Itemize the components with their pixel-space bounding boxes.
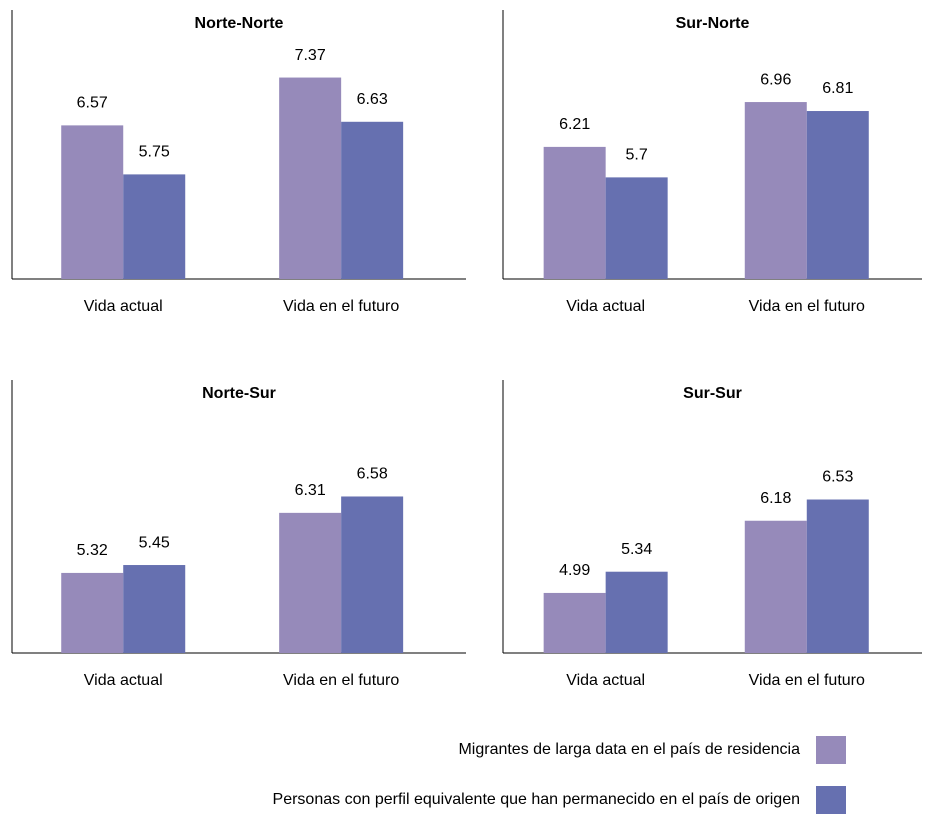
legend-label: Personas con perfil equivalente que han … [273,791,800,808]
value-label: 5.34 [621,541,652,558]
panel-title: Sur-Sur [683,385,742,402]
legend-swatch [816,786,846,814]
bar [543,592,606,653]
bar [341,121,404,279]
value-label: 6.58 [357,466,388,483]
value-label: 6.31 [295,482,326,499]
value-label: 6.96 [760,71,791,88]
bar [123,174,186,279]
value-label: 6.57 [77,95,108,112]
panel-title: Sur-Norte [676,15,750,32]
bar [806,499,869,653]
value-label: 6.53 [822,469,853,486]
bar [279,77,342,279]
x-tick-label: Vida en el futuro [749,672,865,689]
legend-label: Migrantes de larga data en el país de re… [458,741,800,758]
x-tick-label: Vida actual [566,298,645,315]
bar [605,177,668,279]
bar [61,572,124,653]
bar [605,571,668,653]
value-label: 6.81 [822,80,853,97]
x-tick-label: Vida en el futuro [749,298,865,315]
value-label: 5.32 [77,542,108,559]
bar [806,111,869,279]
bar [744,102,807,280]
legend-swatch [816,736,846,764]
bar [341,496,404,653]
value-label: 6.63 [357,91,388,108]
value-label: 4.99 [559,562,590,579]
value-label: 5.7 [626,147,648,164]
bar [543,146,606,279]
value-label: 7.37 [295,47,326,64]
value-label: 6.18 [760,490,791,507]
bar [279,512,342,653]
x-tick-label: Vida actual [566,672,645,689]
x-tick-label: Vida en el futuro [283,672,399,689]
value-label: 6.21 [559,116,590,133]
panel-title: Norte-Sur [202,385,276,402]
bar [61,125,124,279]
x-tick-label: Vida actual [84,672,163,689]
x-tick-label: Vida actual [84,298,163,315]
bar [744,520,807,653]
value-label: 5.45 [139,534,170,551]
x-tick-label: Vida en el futuro [283,298,399,315]
value-label: 5.75 [139,144,170,161]
panel-title: Norte-Norte [195,15,284,32]
bar [123,565,186,653]
